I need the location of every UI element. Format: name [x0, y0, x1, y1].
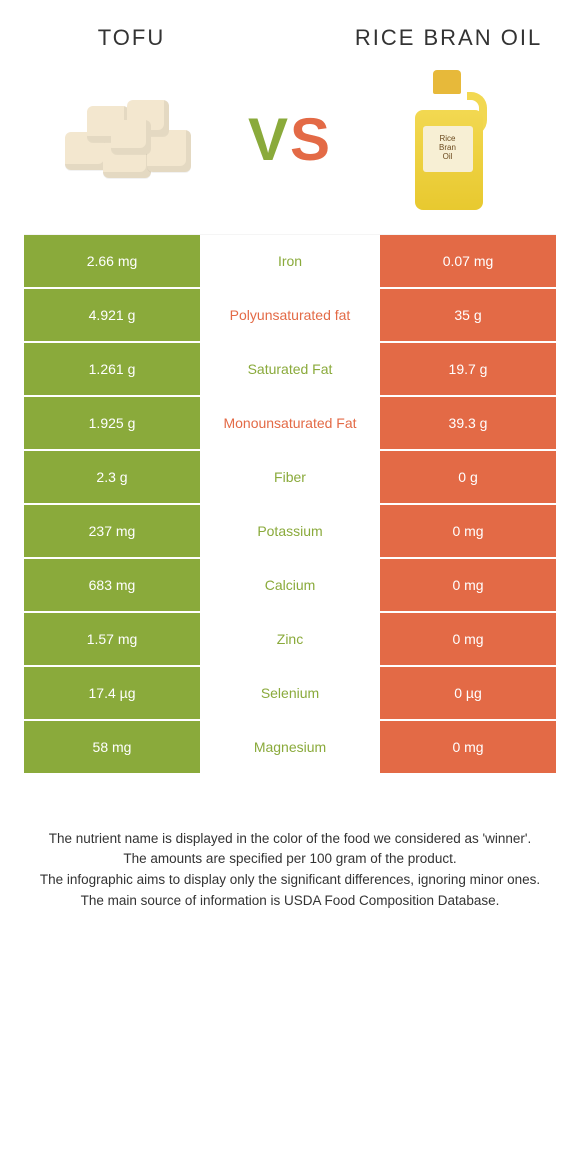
images-row: VS Rice Bran Oil: [0, 52, 580, 234]
tofu-icon: [57, 90, 207, 190]
bottle-label-l3: Oil: [443, 153, 453, 162]
table-row: 4.921 gPolyunsaturated fat35 g: [24, 289, 556, 343]
nutrient-table: 2.66 mgIron0.07 mg4.921 gPolyunsaturated…: [24, 234, 556, 775]
footnote-1: The nutrient name is displayed in the co…: [28, 829, 552, 850]
right-value: 39.3 g: [380, 397, 556, 449]
right-food-image: Rice Bran Oil: [345, 70, 552, 210]
nutrient-label: Magnesium: [200, 721, 380, 773]
left-value: 1.925 g: [24, 397, 200, 449]
right-value: 19.7 g: [380, 343, 556, 395]
right-food-title: RICE BRAN OIL: [345, 24, 552, 52]
vs-s: S: [290, 106, 332, 173]
table-row: 1.57 mgZinc0 mg: [24, 613, 556, 667]
right-value: 0 mg: [380, 613, 556, 665]
table-row: 237 mgPotassium0 mg: [24, 505, 556, 559]
left-value: 237 mg: [24, 505, 200, 557]
footnote-4: The main source of information is USDA F…: [28, 891, 552, 912]
table-row: 58 mgMagnesium0 mg: [24, 721, 556, 775]
left-food-title: TOFU: [28, 24, 235, 52]
footnote-2: The amounts are specified per 100 gram o…: [28, 849, 552, 870]
table-row: 2.3 gFiber0 g: [24, 451, 556, 505]
nutrient-label: Polyunsaturated fat: [200, 289, 380, 341]
footnotes: The nutrient name is displayed in the co…: [0, 775, 580, 913]
vs-label: VS: [235, 105, 345, 174]
nutrient-label: Iron: [200, 235, 380, 287]
table-row: 17.4 µgSelenium0 µg: [24, 667, 556, 721]
left-value: 17.4 µg: [24, 667, 200, 719]
right-value: 0 mg: [380, 721, 556, 773]
nutrient-label: Zinc: [200, 613, 380, 665]
left-value: 1.57 mg: [24, 613, 200, 665]
right-value: 0 g: [380, 451, 556, 503]
nutrient-label: Potassium: [200, 505, 380, 557]
table-row: 2.66 mgIron0.07 mg: [24, 235, 556, 289]
table-row: 1.261 gSaturated Fat19.7 g: [24, 343, 556, 397]
nutrient-label: Fiber: [200, 451, 380, 503]
table-row: 1.925 gMonounsaturated Fat39.3 g: [24, 397, 556, 451]
left-food-header: TOFU: [28, 24, 235, 52]
header: TOFU RICE BRAN OIL: [0, 0, 580, 52]
right-value: 0 µg: [380, 667, 556, 719]
left-value: 58 mg: [24, 721, 200, 773]
left-value: 4.921 g: [24, 289, 200, 341]
left-value: 2.3 g: [24, 451, 200, 503]
footnote-3: The infographic aims to display only the…: [28, 870, 552, 891]
nutrient-label: Monounsaturated Fat: [200, 397, 380, 449]
bottle-label: Rice Bran Oil: [423, 126, 473, 172]
right-value: 0 mg: [380, 505, 556, 557]
left-value: 2.66 mg: [24, 235, 200, 287]
vs-v: V: [248, 106, 290, 173]
nutrient-label: Selenium: [200, 667, 380, 719]
left-value: 683 mg: [24, 559, 200, 611]
right-value: 0.07 mg: [380, 235, 556, 287]
right-value: 0 mg: [380, 559, 556, 611]
left-value: 1.261 g: [24, 343, 200, 395]
right-value: 35 g: [380, 289, 556, 341]
table-row: 683 mgCalcium0 mg: [24, 559, 556, 613]
oil-bottle-icon: Rice Bran Oil: [405, 70, 493, 210]
nutrient-label: Saturated Fat: [200, 343, 380, 395]
nutrient-label: Calcium: [200, 559, 380, 611]
left-food-image: [28, 90, 235, 190]
right-food-header: RICE BRAN OIL: [345, 24, 552, 52]
